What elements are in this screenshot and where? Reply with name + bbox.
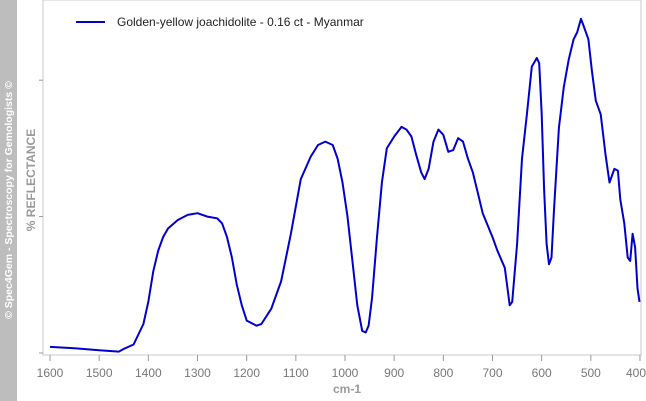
x-tick-label: 1400 [135, 366, 162, 380]
x-tick-label: 900 [384, 366, 404, 380]
x-axis-ticks: 1600 1500 1400 1300 1200 1100 1000 900 800 700 600… [37, 355, 646, 380]
x-tick-label: 400 [626, 366, 646, 380]
plot-frame [42, 0, 642, 356]
x-tick-label: 1100 [283, 366, 309, 380]
x-tick-label: 700 [482, 366, 502, 380]
x-axis-label: cm-1 [333, 382, 361, 396]
copyright-sidebar: © Spec4Gem - Spectroscopy for Gemologist… [0, 0, 17, 401]
x-tick-label: 600 [532, 366, 552, 380]
x-tick-label: 1600 [37, 366, 64, 380]
x-tick-label: 800 [433, 366, 453, 380]
x-tick-label: 1500 [86, 366, 113, 380]
x-tick-label: 1300 [184, 366, 211, 380]
x-tick-label: 1000 [332, 366, 359, 380]
x-tick-label: 500 [581, 366, 601, 380]
series-line [49, 17, 641, 353]
x-tick-label: 1200 [233, 366, 260, 380]
y-axis-ticks [39, 79, 43, 354]
legend-label: Golden-yellow joachidolite - 0.16 ct - M… [117, 15, 364, 29]
legend: Golden-yellow joachidolite - 0.16 ct - M… [76, 15, 364, 29]
